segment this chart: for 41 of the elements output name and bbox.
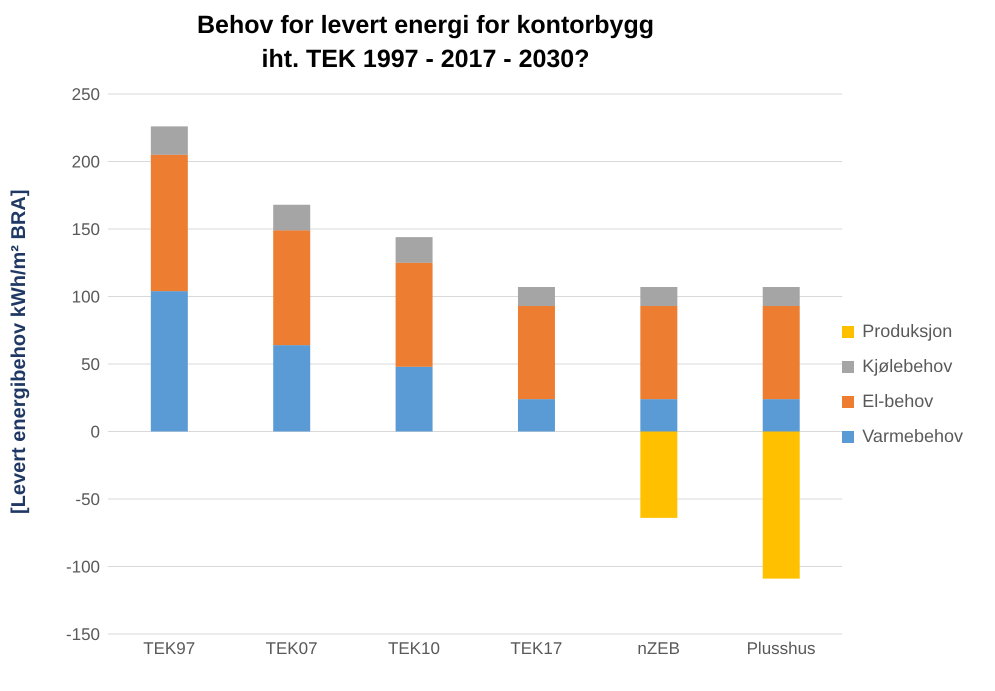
y-tick-label: -150 <box>66 625 100 644</box>
bar <box>396 366 433 432</box>
x-tick-label: nZEB <box>637 639 680 658</box>
bar <box>396 262 433 367</box>
bar <box>518 306 555 400</box>
legend-label: Kjølebehov <box>862 356 952 377</box>
bar <box>762 287 800 306</box>
bar <box>640 287 678 306</box>
bar <box>273 204 310 230</box>
y-tick-label: 100 <box>72 288 100 307</box>
legend-label: El-behov <box>862 391 934 412</box>
bar <box>150 126 188 155</box>
bar <box>396 237 433 263</box>
x-tick-label: TEK07 <box>266 639 318 658</box>
bar <box>762 306 800 400</box>
y-tick-label: -100 <box>66 558 100 577</box>
y-tick-label: 50 <box>81 355 100 374</box>
x-tick-label: TEK97 <box>143 639 196 658</box>
y-axis-title: [Levert energibehov kWh/m² BRA] <box>8 190 30 514</box>
x-tick-label: TEK10 <box>388 639 440 658</box>
bar <box>150 154 188 292</box>
bar <box>640 306 678 400</box>
legend-label: Varmebehov <box>862 426 963 447</box>
bar <box>273 345 310 432</box>
x-tick-label: Plusshus <box>746 639 816 658</box>
x-tick-label: TEK17 <box>510 639 562 658</box>
bar <box>762 432 800 579</box>
bar <box>518 399 555 432</box>
y-tick-label: -50 <box>75 490 100 510</box>
bar <box>518 287 555 306</box>
bar <box>762 399 800 432</box>
bar <box>640 399 678 432</box>
y-tick-label: 200 <box>72 152 100 172</box>
bar <box>273 230 310 346</box>
bar <box>150 291 188 432</box>
legend-label: Produksjon <box>862 321 952 342</box>
bar <box>640 432 678 518</box>
y-tick-label: 250 <box>72 85 100 104</box>
chart-title: Behov for levert energi for kontorbygg iht. TEK 1997 - 2017 - 2030? <box>196 10 655 75</box>
y-tick-label: 150 <box>72 220 100 240</box>
y-tick-label: 0 <box>90 422 100 442</box>
